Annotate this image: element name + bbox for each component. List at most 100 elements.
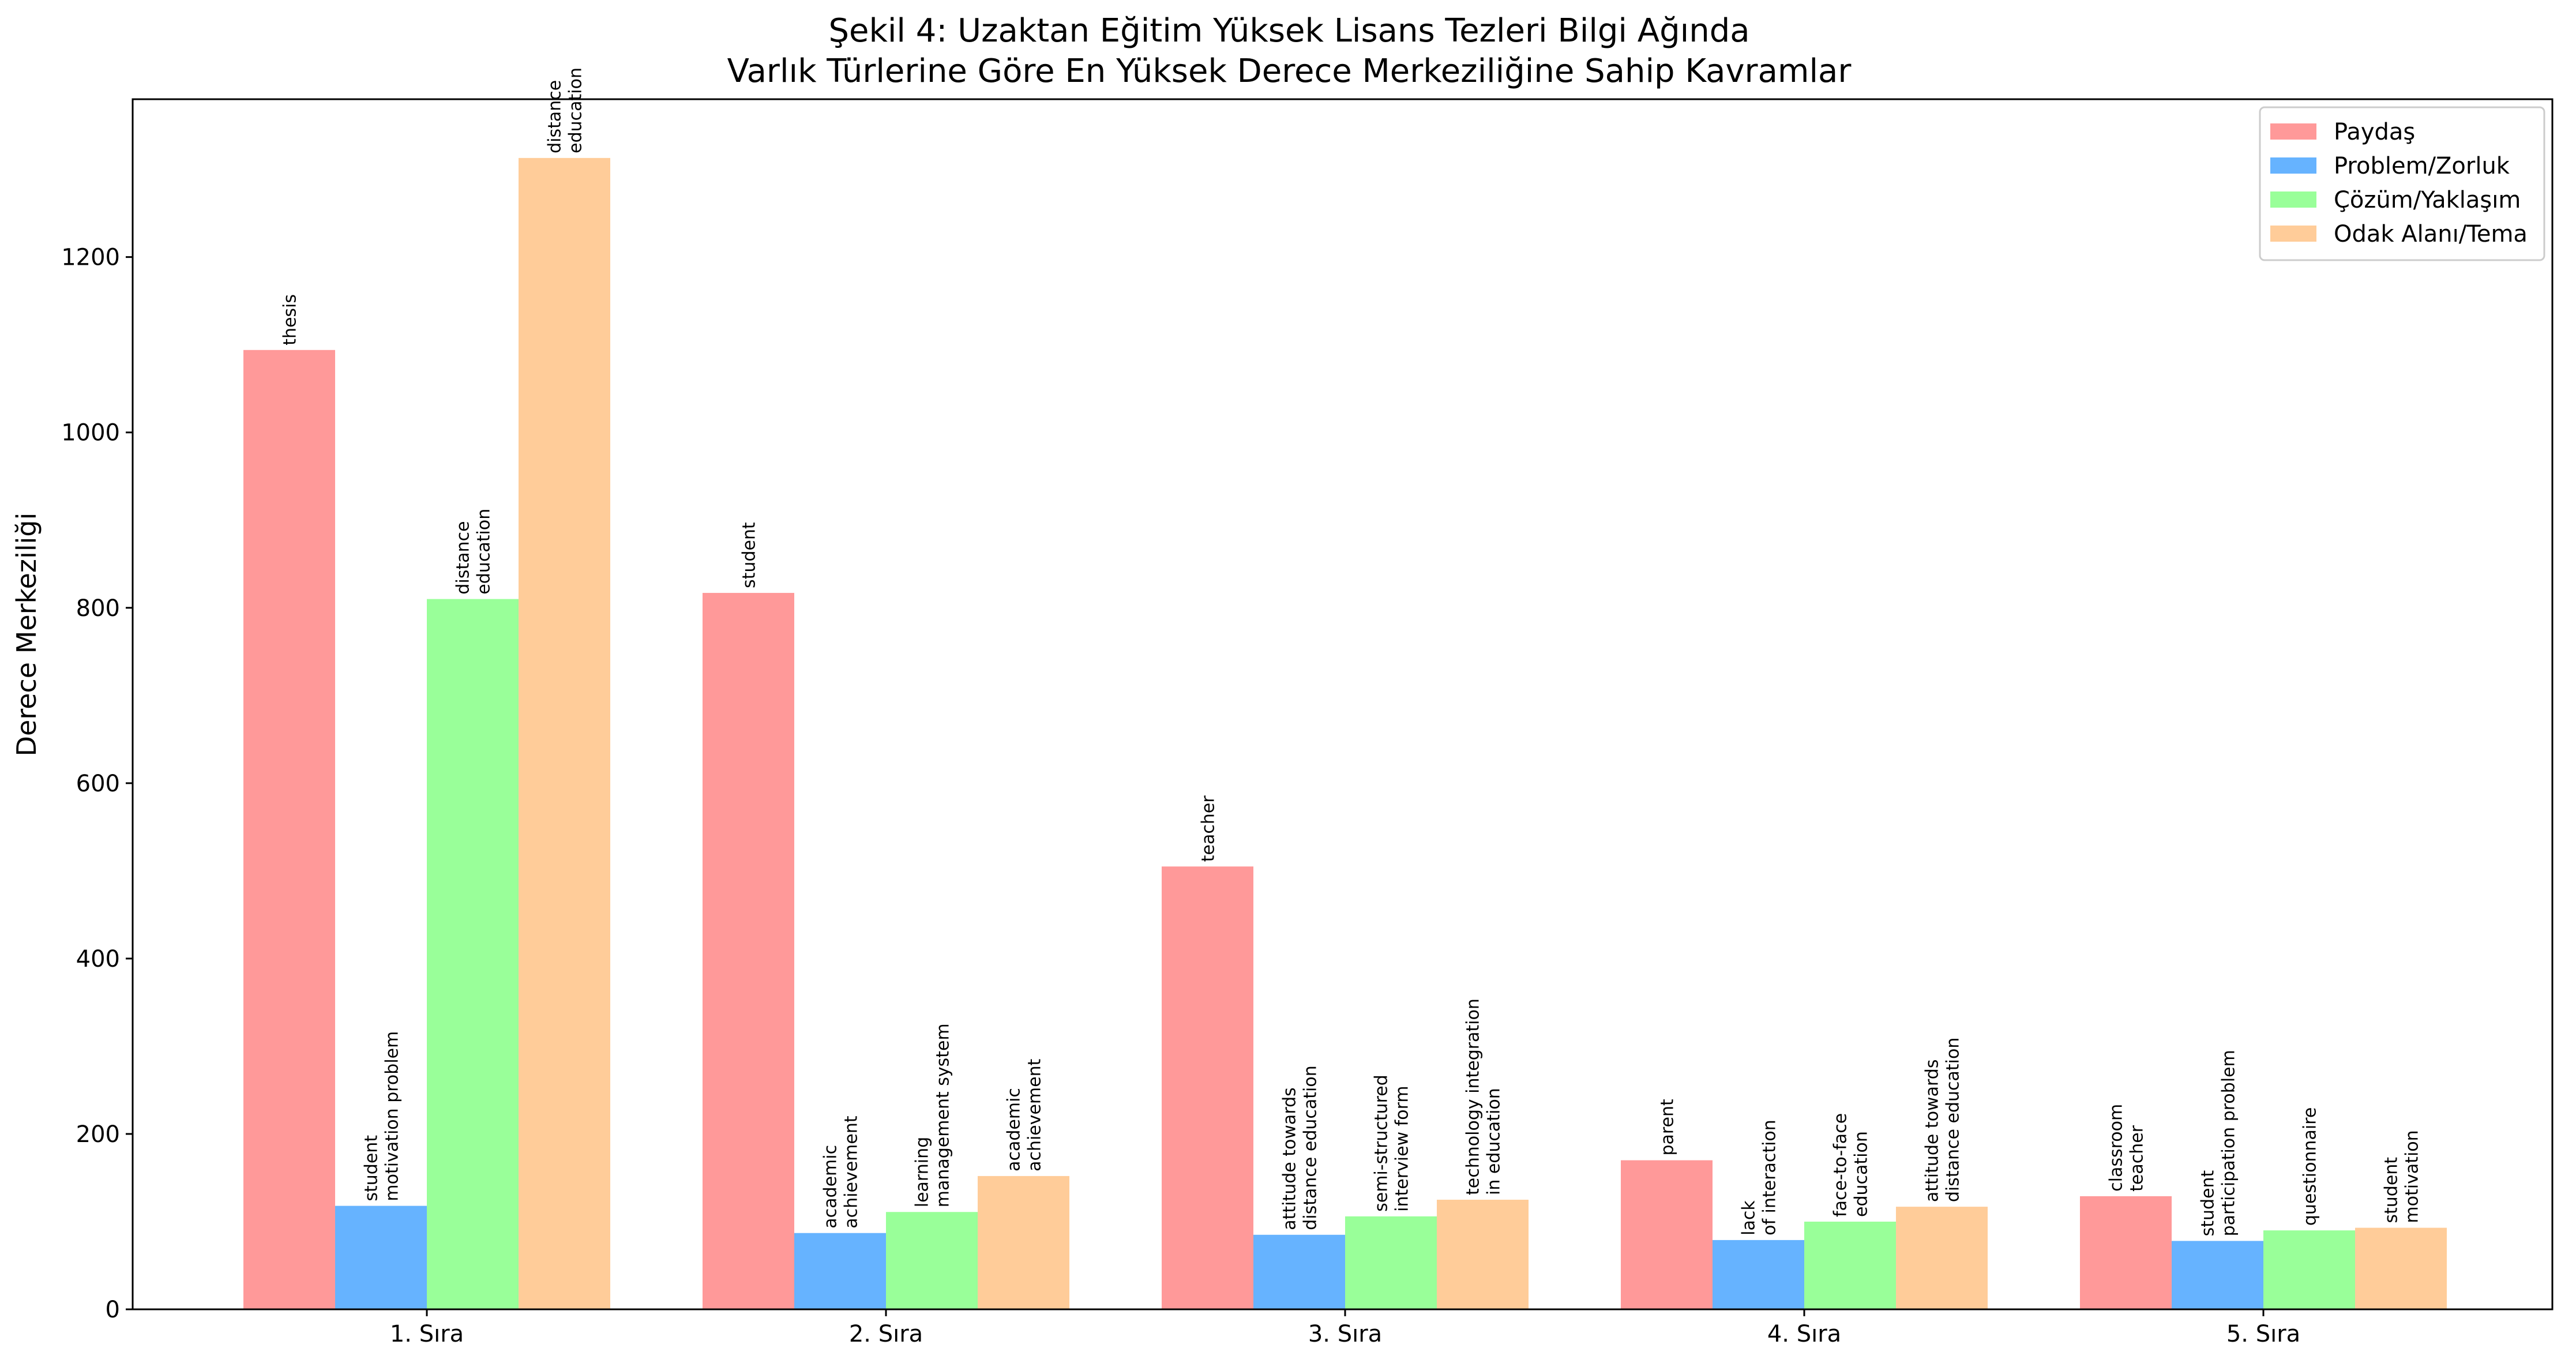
bar-label-line: technology integration (1463, 998, 1484, 1195)
bar-label-2-3: attitude towards distance education (1280, 1065, 1321, 1230)
bar-label-2-5: student participation problem (2198, 1050, 2239, 1236)
bar-1-4 (1621, 1160, 1713, 1309)
bar-label-line: management system (933, 1023, 953, 1207)
bar-2-2 (794, 1233, 886, 1309)
bar-label-line: education (474, 509, 494, 595)
bar-4-1 (519, 157, 610, 1310)
bar-label-2-1: student motivation problem (362, 1031, 403, 1201)
bar-label-1-4: parent (1658, 1099, 1678, 1156)
bar-label-line: motivation (2402, 1130, 2423, 1223)
bar-label-1-2: student (739, 522, 760, 588)
legend: Paydaş Problem/Zorluk Çözüm/Yaklaşım Odak A… (2259, 106, 2545, 261)
y-tick-label: 800 (76, 595, 120, 622)
bar-label-line: education (1852, 1131, 1872, 1217)
bar-label-line: interview form (1392, 1086, 1413, 1211)
legend-swatch (2270, 226, 2316, 242)
legend-label: Çözüm/Yaklaşım (2334, 187, 2521, 213)
bar-label-1-5: classroom teacher (2106, 1104, 2147, 1192)
bar-label-2-2: academic achievement (821, 1116, 862, 1229)
plot-frame (132, 98, 2554, 1310)
axes-layer: 0 200 400 600 800 1000 1200 1. Sıra 2. Sıra 3. Sı… (61, 98, 2554, 1347)
bar-label-4-1: distance education (545, 67, 586, 153)
bar-label-4-2: academic achievement (1004, 1058, 1045, 1171)
x-tick-label: 5. Sıra (2226, 1321, 2300, 1347)
bar-label-4-4: attitude towards distance education (1922, 1038, 1963, 1203)
bar-label-line: thesis (280, 294, 301, 345)
bar-label-line: participation problem (2219, 1050, 2239, 1236)
bar-4-3 (1437, 1199, 1529, 1309)
bar-3-1 (427, 599, 519, 1309)
bar-4-5 (2355, 1227, 2447, 1309)
bar-1-2 (703, 592, 794, 1309)
legend-swatch (2270, 191, 2316, 208)
y-tick-label: 0 (106, 1297, 120, 1323)
bar-2-3 (1253, 1234, 1345, 1309)
legend-frame (2259, 106, 2545, 261)
bar-2-5 (2172, 1241, 2263, 1309)
x-tick-label: 2. Sıra (849, 1321, 923, 1347)
bar-label-line: semi-structured (1372, 1075, 1392, 1212)
chart-title-line-1: Şekil 4: Uzaktan Eğitim Yüksek Lisans Te… (828, 12, 1749, 50)
chart-title-line-2: Varlık Türlerine Göre En Yüksek Derece M… (727, 52, 1852, 90)
bar-label-3-2: learning management system (913, 1023, 953, 1207)
x-tick-label: 1. Sıra (390, 1321, 464, 1347)
bar-label-3-3: semi-structured interview form (1372, 1075, 1413, 1212)
bar-3-5 (2263, 1230, 2355, 1309)
y-tick-label: 1000 (61, 420, 120, 446)
bar-2-1 (335, 1205, 427, 1309)
bar-label-4-3: technology integration in education (1463, 998, 1504, 1195)
bar-label-line: attitude towards (1922, 1060, 1943, 1203)
bar-label-line: distance education (1943, 1038, 1963, 1203)
legend-swatch (2270, 123, 2316, 140)
legend-label: Odak Alanı/Tema (2334, 221, 2528, 247)
bar-1-1 (243, 350, 335, 1309)
bar-3-4 (1804, 1221, 1896, 1309)
bar-4-2 (978, 1176, 1069, 1309)
bar-label-line: achievement (1025, 1058, 1045, 1171)
y-axis-label: Derece Merkeziliği (11, 513, 42, 757)
bar-label-line: distance (453, 521, 474, 594)
bar-label-line: of interaction (1760, 1120, 1780, 1235)
bar-label-line: face-to-face (1831, 1113, 1851, 1217)
bar-label-3-5: questionnaire (2300, 1107, 2320, 1226)
bar-label-line: parent (1658, 1099, 1678, 1156)
bar-label-2-4: lack of interaction (1739, 1120, 1780, 1235)
bar-label-line: classroom (2106, 1104, 2127, 1192)
y-tick-label: 200 (76, 1121, 120, 1148)
bar-label-line: teacher (2127, 1125, 2147, 1192)
x-tick-label: 4. Sıra (1767, 1321, 1841, 1347)
bar-label-line: student (2198, 1170, 2218, 1236)
bar-label-line: distance (545, 80, 565, 153)
bar-label-line: in education (1484, 1088, 1504, 1195)
bar-label-line: questionnaire (2300, 1107, 2320, 1226)
bar-label-line: achievement (842, 1116, 862, 1229)
bar-label-line: learning (913, 1137, 933, 1207)
y-tick-label: 600 (76, 771, 120, 797)
bar-label-line: distance education (1301, 1065, 1321, 1230)
bar-label-line: teacher (1199, 795, 1219, 862)
bar-2-4 (1713, 1240, 1804, 1309)
bar-label-line: attitude towards (1280, 1087, 1300, 1230)
x-tick-label: 3. Sıra (1308, 1321, 1382, 1347)
bar-label-4-5: student motivation (2382, 1130, 2423, 1223)
bar-label-3-4: face-to-face education (1831, 1113, 1872, 1217)
bar-label-line: education (566, 67, 586, 153)
bar-label-3-1: distance education (453, 509, 494, 595)
bars-layer (243, 157, 2447, 1310)
bar-label-1-1: thesis (280, 294, 301, 345)
bar-3-3 (1345, 1216, 1437, 1309)
y-tick-label: 1200 (61, 245, 120, 271)
bar-label-line: student (739, 522, 760, 588)
bar-label-line: motivation problem (382, 1031, 403, 1201)
bar-label-line: lack (1739, 1200, 1759, 1235)
legend-swatch (2270, 157, 2316, 174)
bar-3-2 (886, 1212, 978, 1309)
bar-label-line: student (2382, 1157, 2402, 1223)
bar-label-line: academic (1004, 1088, 1024, 1171)
bar-1-5 (2080, 1196, 2172, 1309)
y-tick-label: 400 (76, 946, 120, 972)
legend-label: Problem/Zorluk (2334, 153, 2510, 179)
bar-1-3 (1162, 866, 1253, 1309)
